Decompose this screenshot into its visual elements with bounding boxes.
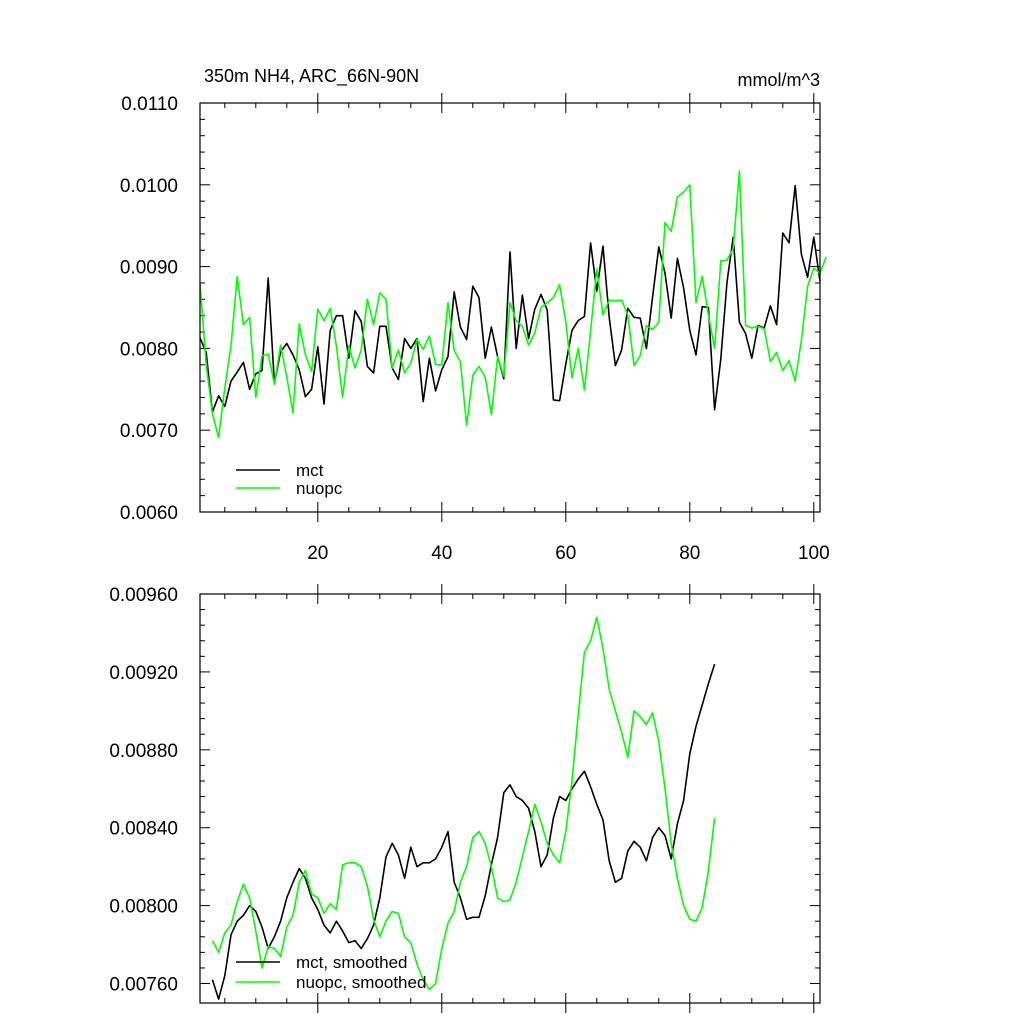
y-tick-label: 0.00800	[109, 897, 178, 918]
y-tick-label: 0.00960	[109, 585, 178, 606]
legend-label-mct-smoothed: mct, smoothed	[296, 953, 408, 972]
y-tick-label: 0.0070	[120, 421, 178, 442]
y-tick-label: 0.0090	[120, 258, 178, 279]
bottom-chart-legend: mct, smoothed nuopc, smoothed	[236, 953, 426, 992]
bottom-chart-panel: 0.00760 0.00800 0.00840 0.00880 0.00920 0.009…	[109, 584, 821, 1013]
series-line-mct-smoothed	[211, 663, 716, 1000]
series-line-mct	[199, 184, 821, 414]
bottom-chart-frame	[199, 593, 821, 1004]
top-chart-legend: mct nuopc	[236, 461, 343, 498]
x-tick-label: 100	[798, 543, 830, 564]
series-line-nuopc-smoothed	[211, 616, 716, 991]
x-tick-label: 40	[431, 543, 452, 564]
top-chart-title: 350m NH4, ARC_66N-90N	[204, 66, 419, 87]
legend-label-nuopc-smoothed: nuopc, smoothed	[296, 973, 426, 992]
y-tick-label: 0.00880	[109, 741, 178, 762]
series-line-nuopc	[199, 170, 827, 439]
y-tick-label: 0.0100	[120, 176, 178, 197]
y-tick-label: 0.00920	[109, 663, 178, 684]
x-tick-label: 20	[307, 543, 328, 564]
y-tick-label: 0.0080	[120, 339, 178, 360]
legend-label-nuopc: nuopc	[296, 479, 343, 498]
y-tick-label: 0.0060	[120, 503, 178, 524]
y-tick-label: 0.0110	[121, 94, 178, 115]
top-chart-panel: 350m NH4, ARC_66N-90N mmol/m^3 0.0060 0.0…	[120, 66, 830, 564]
x-tick-label: 60	[555, 543, 576, 564]
x-tick-label: 80	[679, 543, 700, 564]
y-tick-label: 0.00840	[109, 819, 178, 840]
y-tick-label: 0.00760	[109, 975, 178, 996]
top-chart-units: mmol/m^3	[738, 70, 820, 90]
legend-label-mct: mct	[296, 461, 324, 480]
top-chart-frame	[199, 102, 821, 513]
